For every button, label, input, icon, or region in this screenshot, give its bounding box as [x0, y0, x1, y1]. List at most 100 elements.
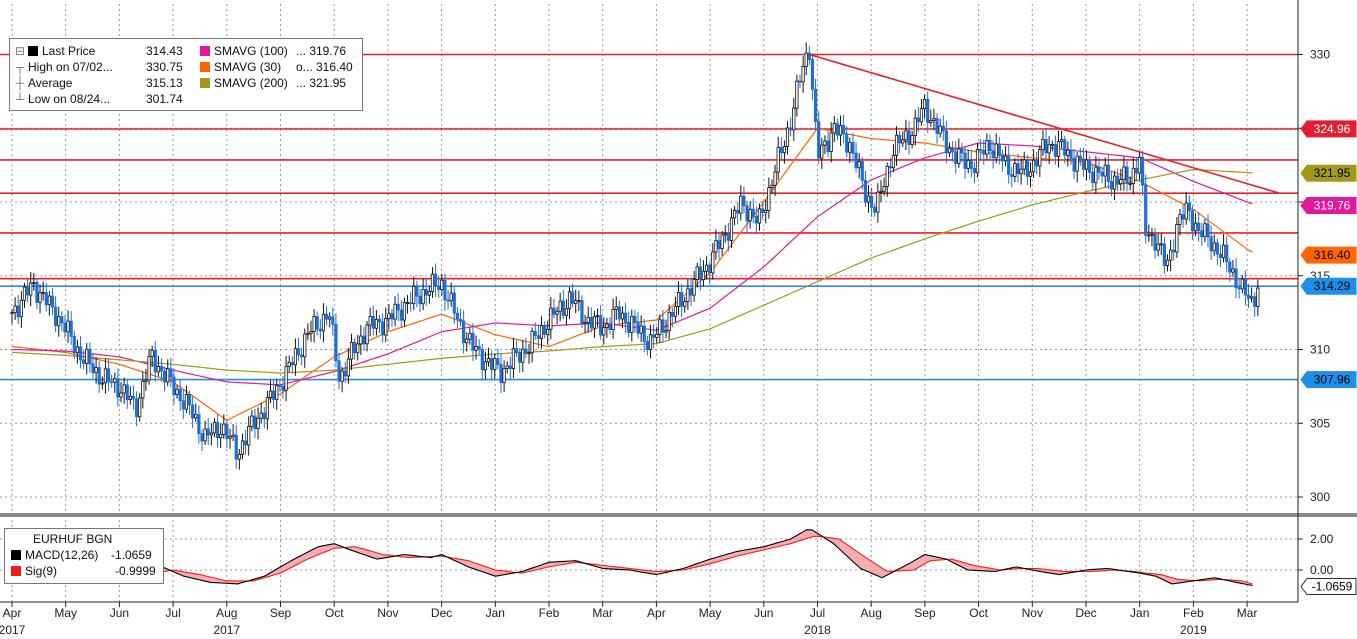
price-candles — [10, 42, 1260, 470]
candle-body — [209, 432, 213, 436]
candle-body — [602, 327, 606, 336]
candle-body — [810, 59, 815, 90]
candle-body — [57, 316, 61, 327]
candle-body — [773, 171, 777, 186]
candle-body — [32, 282, 36, 284]
legend-high-value: 330.75 — [146, 60, 183, 74]
price-tag-bg — [1300, 120, 1357, 138]
legend-sma30-value: o... 316.40 — [296, 60, 353, 74]
x-tick-label: Jul — [165, 606, 180, 620]
candle-body — [954, 151, 958, 164]
candle-body — [50, 295, 55, 308]
candle-body — [792, 107, 796, 131]
candle-body — [826, 140, 830, 152]
candle-body — [1019, 168, 1023, 175]
price-tag-bg — [1300, 371, 1357, 389]
candle-body — [870, 195, 874, 208]
candle-body — [387, 313, 391, 319]
collapse-icon[interactable]: ⊟ — [14, 44, 26, 58]
candle-body — [982, 149, 986, 155]
candle-body — [25, 286, 30, 296]
candle-body — [343, 370, 347, 377]
legend-macd-label: MACD(12,26) — [25, 548, 99, 562]
candle-body — [247, 426, 251, 446]
x-year-label: 2018 — [804, 623, 831, 637]
candle-body — [1212, 242, 1216, 252]
legend-macd-value: -1.0659 — [111, 548, 152, 562]
y-tick-label: 330 — [1310, 48, 1330, 62]
candle-body — [798, 80, 802, 83]
candle-body — [683, 301, 687, 307]
candle-body — [801, 66, 805, 83]
candle-body — [1119, 179, 1123, 185]
candle-body — [72, 335, 76, 354]
x-tick-label: May — [699, 606, 722, 620]
legend-last-price-label: Last Price — [42, 44, 96, 58]
panel-divider — [0, 513, 1357, 517]
candle-body — [1022, 159, 1026, 170]
candle-body — [757, 208, 762, 224]
candle-body — [458, 318, 463, 322]
candle-body — [462, 320, 466, 344]
candle-body — [1193, 222, 1198, 232]
candle-body — [567, 291, 572, 310]
candle-body — [318, 328, 322, 332]
candle-body — [664, 330, 668, 333]
candle-body — [1000, 154, 1005, 162]
x-tick-label: Jul — [810, 606, 825, 620]
candle-body — [680, 291, 684, 307]
candle-body — [745, 205, 749, 222]
price-tag-text: 319.76 — [1314, 199, 1351, 213]
candle-body — [885, 165, 889, 187]
candle-body — [673, 306, 678, 317]
candle-body — [742, 195, 746, 207]
candle-body — [125, 384, 129, 401]
candle-body — [944, 130, 948, 154]
candle-body — [1007, 155, 1011, 176]
candle-body — [701, 270, 706, 281]
candle-body — [1190, 210, 1195, 232]
candle-body — [334, 323, 338, 362]
candle-body — [879, 190, 883, 193]
price-tag-text: 307.96 — [1314, 373, 1351, 387]
candle-body — [518, 351, 522, 363]
candle-body — [857, 161, 861, 169]
candle-body — [75, 346, 80, 354]
x-tick-label: Oct — [325, 606, 344, 620]
candle-body — [860, 161, 864, 181]
candle-body — [1047, 144, 1051, 154]
candle-body — [134, 398, 139, 418]
macd-swatch — [11, 550, 21, 560]
legend-last-price: ⊟ Last Price — [14, 44, 95, 60]
candle-body — [1156, 243, 1160, 251]
candle-body — [642, 325, 646, 342]
candle-body — [16, 305, 20, 318]
candle-body — [508, 365, 512, 369]
candle-body — [1100, 171, 1104, 177]
legend-sma200-value: ... 321.95 — [296, 76, 347, 90]
candle-body — [611, 309, 615, 330]
candle-body — [106, 368, 111, 383]
x-tick-label: Oct — [969, 606, 988, 620]
candle-body — [941, 125, 945, 132]
candle-body — [54, 306, 58, 327]
candle-body — [1137, 156, 1142, 174]
candle-body — [1072, 157, 1076, 172]
candle-body — [253, 415, 257, 429]
candle-body — [1225, 244, 1229, 263]
candle-body — [119, 392, 123, 398]
candle-body — [309, 331, 313, 334]
candle-body — [947, 147, 952, 154]
candle-body — [430, 273, 435, 293]
moving-average-100 — [11, 142, 1253, 386]
candle-body — [349, 342, 354, 360]
candle-body — [1084, 159, 1089, 170]
candle-body — [913, 117, 917, 136]
legend-sma30: SMAVG (30) — [200, 60, 281, 76]
candle-body — [250, 415, 254, 427]
candle-body — [424, 289, 428, 296]
candle-body — [804, 52, 808, 67]
candle-body — [536, 335, 540, 339]
candle-body — [938, 125, 942, 134]
candle-body — [169, 368, 173, 378]
